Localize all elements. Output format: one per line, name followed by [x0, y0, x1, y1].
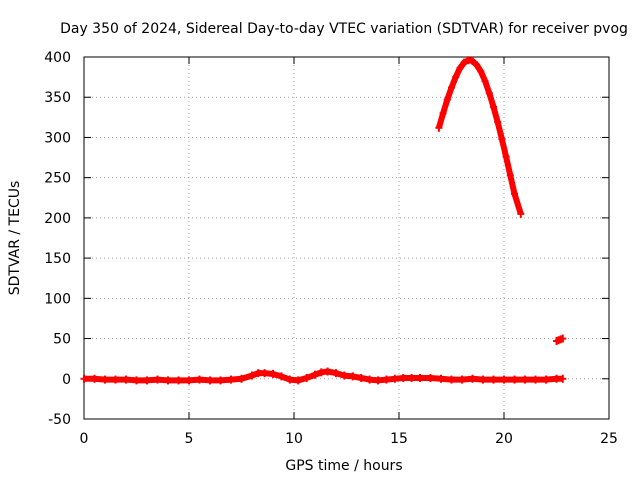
grid — [84, 57, 609, 419]
data-point-baseline — [458, 375, 466, 384]
data-point-baseline — [366, 375, 374, 384]
data-point-baseline — [448, 375, 455, 384]
y-tick-label: 300 — [44, 130, 71, 146]
data-point-baseline — [196, 375, 203, 384]
data-point-baseline — [408, 373, 416, 382]
data-point-baseline — [521, 375, 529, 384]
data-point-baseline — [490, 375, 497, 384]
data-point-baseline — [542, 375, 550, 384]
x-tick-label: 10 — [285, 431, 303, 447]
data-point-baseline — [164, 376, 172, 385]
data-point-late-segment — [559, 334, 567, 343]
data-point-baseline — [112, 375, 119, 384]
data-point-arc — [469, 57, 476, 66]
y-axis-ticks: -50 0 50 100 150 200 250 300 350 400 — [44, 50, 609, 428]
data-point-arc — [494, 118, 502, 127]
x-tick-label: 5 — [185, 431, 194, 447]
data-point-baseline — [206, 376, 214, 385]
data-marks — [80, 56, 567, 385]
plot-area — [83, 56, 610, 420]
data-point-baseline — [185, 376, 193, 385]
x-tick-label: 20 — [495, 431, 513, 447]
data-point-baseline — [479, 375, 487, 384]
x-tick-label: 25 — [600, 431, 618, 447]
data-point-baseline — [133, 376, 140, 385]
data-point-arc — [435, 123, 443, 132]
data-point-arc — [473, 61, 481, 70]
data-point-baseline — [511, 375, 518, 384]
data-point-baseline — [303, 373, 311, 382]
data-point-arc — [477, 67, 485, 76]
data-point-baseline — [374, 376, 382, 385]
data-point-baseline — [500, 375, 508, 384]
data-point-baseline — [416, 373, 424, 382]
data-point-baseline — [254, 369, 262, 378]
data-point-baseline — [311, 370, 319, 379]
data-point-baseline — [332, 369, 340, 378]
data-point-arc — [448, 83, 455, 92]
data-point-baseline — [80, 374, 88, 383]
data-point-arc — [490, 102, 497, 111]
data-point-arc — [506, 171, 514, 180]
data-point-arc — [460, 58, 468, 67]
data-point-baseline — [427, 373, 434, 382]
data-point-arc — [456, 64, 464, 73]
data-point-baseline — [532, 375, 539, 384]
data-point-arc — [498, 135, 506, 144]
data-point-baseline — [238, 374, 245, 383]
y-tick-label: -50 — [48, 412, 71, 428]
y-tick-label: 250 — [44, 171, 71, 187]
y-tick-label: 100 — [44, 291, 71, 307]
x-axis-ticks: 0 5 10 15 20 25 — [80, 57, 618, 447]
plot-border — [83, 56, 610, 420]
y-tick-label: 50 — [53, 332, 71, 348]
data-point-baseline — [217, 376, 224, 385]
data-point-baseline — [248, 371, 256, 380]
data-point-baseline — [91, 374, 98, 383]
chart-title: Day 350 of 2024, Sidereal Day-to-day VTE… — [60, 21, 628, 37]
data-point-baseline — [143, 376, 151, 385]
data-point-baseline — [340, 371, 348, 380]
y-tick-label: 150 — [44, 251, 71, 267]
data-point-baseline — [269, 369, 277, 378]
data-point-arc — [502, 152, 510, 161]
data-point-baseline — [101, 375, 109, 384]
x-axis-label: GPS time / hours — [285, 458, 402, 474]
data-point-arc — [452, 73, 460, 82]
data-point-arc — [481, 77, 489, 86]
data-point-arc — [511, 189, 518, 198]
data-point-baseline — [122, 375, 130, 384]
data-point-baseline — [357, 373, 365, 382]
data-point-baseline — [553, 374, 560, 383]
y-tick-label: 350 — [44, 90, 71, 106]
y-axis-label: SDTVAR / TECUs — [7, 181, 23, 296]
data-point-arc — [485, 89, 493, 98]
data-point-baseline — [559, 374, 567, 383]
data-point-baseline — [227, 375, 235, 384]
data-point-baseline — [277, 372, 285, 381]
data-point-baseline — [469, 374, 476, 383]
data-point-baseline — [437, 374, 445, 383]
data-point-baseline — [399, 373, 407, 382]
y-tick-label: 0 — [62, 372, 71, 388]
data-point-arc — [443, 95, 451, 104]
data-point-baseline — [391, 374, 399, 383]
data-point-baseline — [317, 368, 325, 377]
data-point-baseline — [286, 375, 294, 384]
data-point-arc — [517, 209, 525, 218]
data-point-baseline — [382, 375, 390, 384]
x-tick-label: 0 — [80, 431, 89, 447]
data-point-arc — [439, 109, 447, 118]
data-point-baseline — [154, 375, 161, 384]
y-tick-label: 200 — [44, 211, 71, 227]
data-point-baseline — [294, 376, 302, 385]
y-tick-label: 400 — [44, 50, 71, 66]
data-point-baseline — [324, 367, 332, 376]
x-tick-label: 15 — [390, 431, 408, 447]
data-point-baseline — [175, 376, 182, 385]
data-point-baseline — [261, 369, 269, 378]
data-point-baseline — [349, 372, 357, 381]
